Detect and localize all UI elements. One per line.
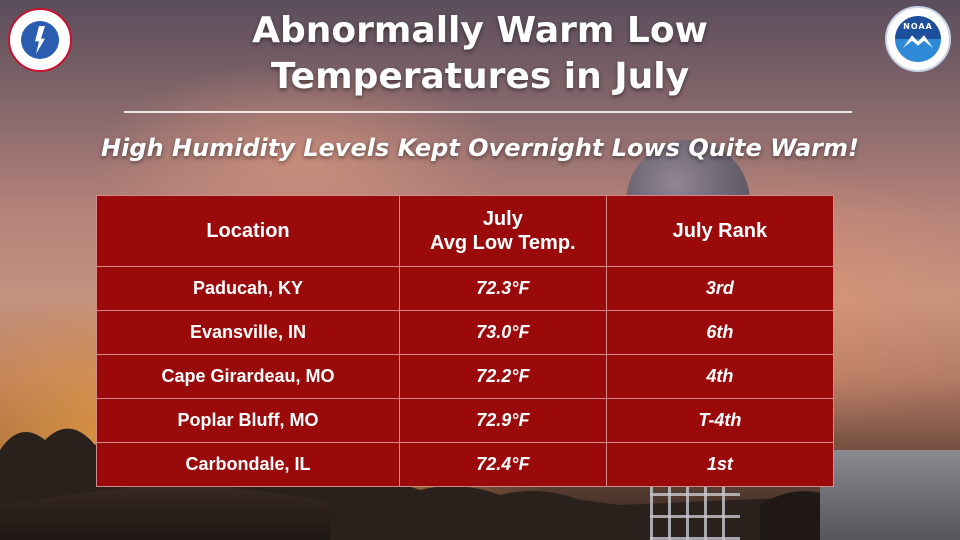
cell-avg-low: 72.9°F — [398, 398, 607, 443]
cell-location: Carbondale, IL — [96, 442, 400, 487]
noaa-logo-icon: NOAA — [885, 6, 951, 72]
subtitle: High Humidity Levels Kept Overnight Lows… — [101, 134, 859, 162]
title-line-2: Temperatures in July — [270, 56, 690, 97]
temperature-table: Location July Avg Low Temp. July Rank Pa… — [96, 195, 835, 487]
nws-logo-icon — [8, 8, 72, 72]
title-divider — [124, 111, 852, 113]
cell-avg-low: 72.2°F — [398, 354, 607, 399]
table-row: Evansville, IN 73.0°F 6th — [96, 310, 835, 355]
cell-location: Cape Girardeau, MO — [96, 354, 400, 399]
cell-location: Evansville, IN — [96, 310, 400, 355]
table-row: Cape Girardeau, MO 72.2°F 4th — [96, 354, 835, 399]
cell-location: Paducah, KY — [96, 266, 400, 311]
building-roof-right — [820, 450, 960, 540]
table-header-row: Location July Avg Low Temp. July Rank — [96, 195, 835, 267]
table-row: Paducah, KY 72.3°F 3rd — [96, 266, 835, 311]
cell-avg-low: 72.4°F — [398, 442, 607, 487]
title-line-1: Abnormally Warm Low — [252, 10, 708, 51]
header-avg-low: July Avg Low Temp. — [398, 195, 607, 267]
header-avg-low-line2: Avg Low Temp. — [430, 232, 576, 254]
cell-avg-low: 72.3°F — [398, 266, 607, 311]
cell-rank: 4th — [605, 354, 835, 399]
header-location: Location — [96, 195, 400, 267]
cell-rank: T-4th — [605, 398, 835, 443]
page-title: Abnormally Warm Low Temperatures in July — [130, 8, 830, 100]
cell-location: Poplar Bluff, MO — [96, 398, 400, 443]
cell-avg-low: 73.0°F — [398, 310, 607, 355]
noaa-logo-text: NOAA — [903, 22, 933, 31]
table-row: Carbondale, IL 72.4°F 1st — [96, 442, 835, 487]
header-avg-low-line1: July — [482, 208, 523, 230]
cell-rank: 1st — [605, 442, 835, 487]
cell-rank: 6th — [605, 310, 835, 355]
table-row: Poplar Bluff, MO 72.9°F T-4th — [96, 398, 835, 443]
cell-rank: 3rd — [605, 266, 835, 311]
header-rank: July Rank — [605, 195, 835, 267]
